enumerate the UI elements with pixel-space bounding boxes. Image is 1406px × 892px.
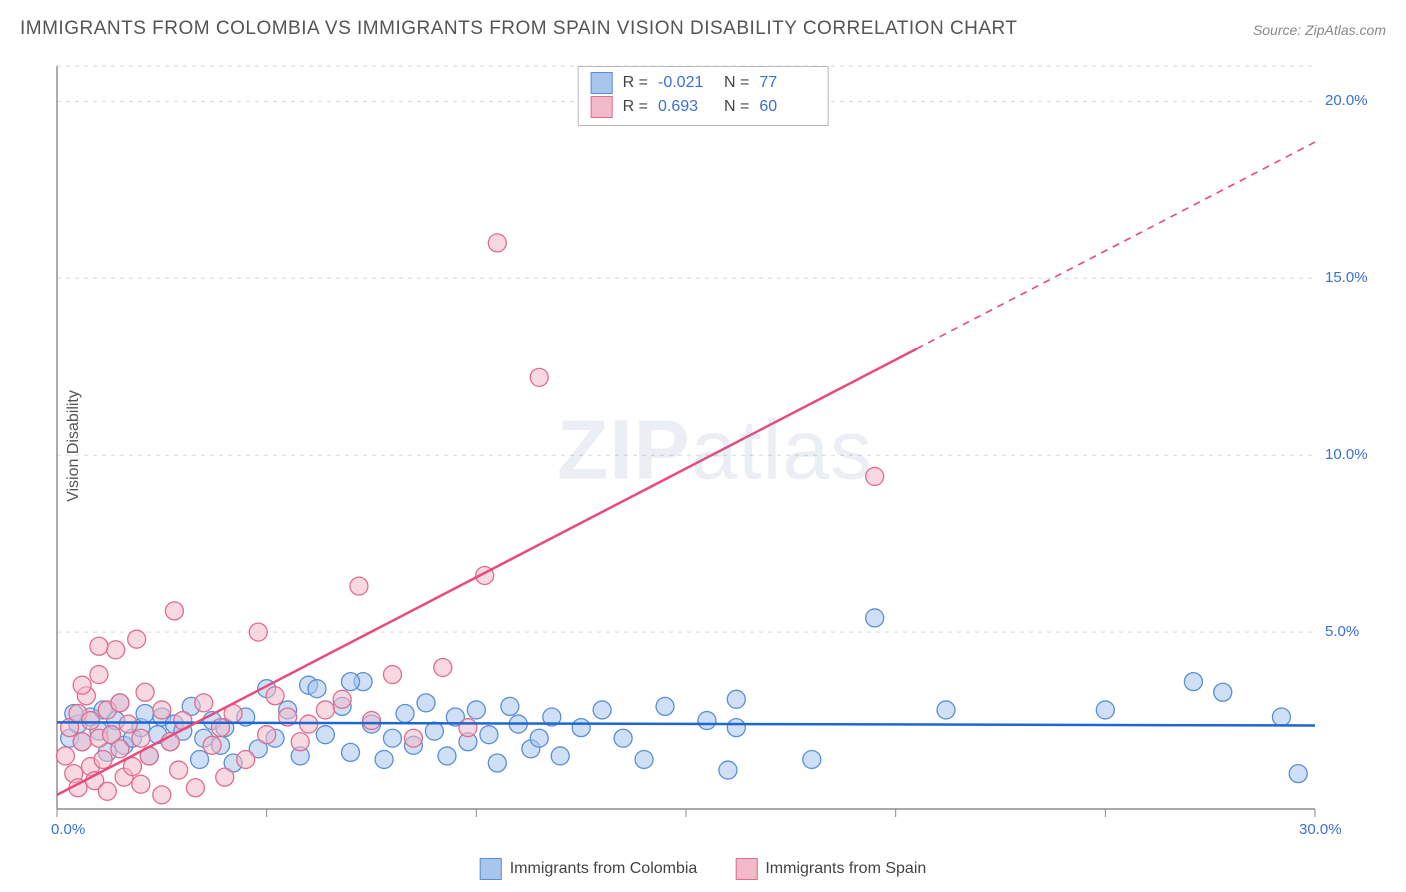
x-tick-label: 0.0% (51, 821, 85, 838)
stats-n-value-colombia: 77 (759, 71, 815, 95)
stats-row-spain: R = 0.693 N = 60 (591, 95, 816, 119)
swatch-colombia (591, 72, 613, 94)
legend-item-colombia: Immigrants from Colombia (480, 858, 698, 880)
stats-n-value-spain: 60 (759, 95, 815, 119)
chart-title: IMMIGRANTS FROM COLOMBIA VS IMMIGRANTS F… (20, 18, 1018, 40)
bottom-legend: Immigrants from Colombia Immigrants from… (480, 858, 927, 880)
swatch-spain-icon (735, 858, 757, 880)
plot-area: ZIPatlas (55, 62, 1375, 837)
stats-legend-box: R = -0.021 N = 77 R = 0.693 N = 60 (578, 66, 829, 126)
legend-label-colombia: Immigrants from Colombia (510, 860, 698, 878)
stats-r-label: R = (623, 71, 648, 95)
y-tick-label: 5.0% (1325, 623, 1359, 640)
stats-r-value-spain: 0.693 (658, 95, 714, 119)
y-tick-label: 15.0% (1325, 269, 1368, 286)
stats-n-label: N = (724, 95, 749, 119)
y-tick-label: 10.0% (1325, 446, 1368, 463)
y-tick-label: 20.0% (1325, 92, 1368, 109)
legend-item-spain: Immigrants from Spain (735, 858, 926, 880)
swatch-spain (591, 96, 613, 118)
swatch-colombia-icon (480, 858, 502, 880)
chart-source: Source: ZipAtlas.com (1253, 22, 1386, 38)
stats-r-label: R = (623, 95, 648, 119)
stats-n-label: N = (724, 71, 749, 95)
scatter-svg (55, 62, 1375, 837)
x-tick-label: 30.0% (1299, 821, 1342, 838)
stats-row-colombia: R = -0.021 N = 77 (591, 71, 816, 95)
legend-label-spain: Immigrants from Spain (765, 860, 926, 878)
chart-container: IMMIGRANTS FROM COLOMBIA VS IMMIGRANTS F… (0, 0, 1406, 892)
stats-r-value-colombia: -0.021 (658, 71, 714, 95)
